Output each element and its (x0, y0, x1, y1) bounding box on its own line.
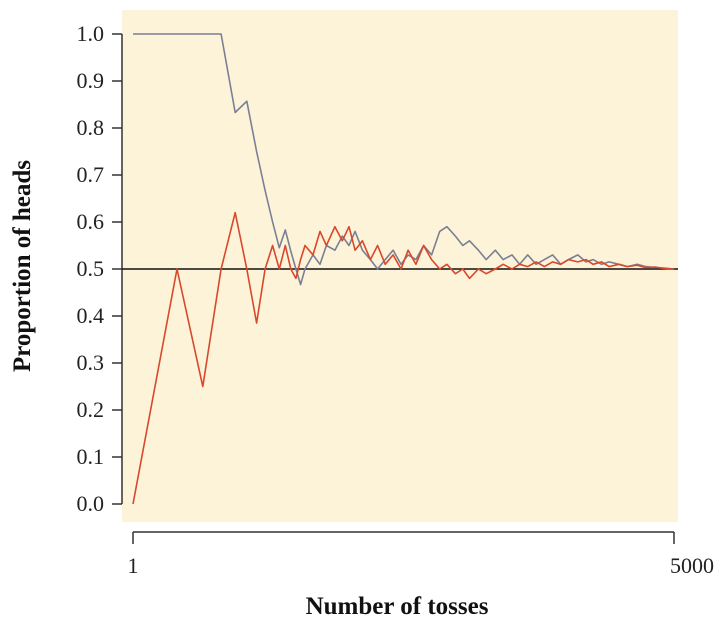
series-layer (132, 33, 675, 505)
y-tick-label: 0.7 (77, 162, 105, 187)
y-tick-label: 0.4 (77, 303, 105, 328)
y-tick-label: 0.3 (77, 350, 105, 375)
x-tick-label: 1 (128, 553, 139, 578)
y-tick-label: 0.0 (77, 491, 105, 516)
y-tick-label: 0.1 (77, 444, 105, 469)
y-axis: 0.0 0.1 0.2 0.3 0.4 0.5 0.6 0.7 0.8 0.9 1.0 (77, 21, 123, 516)
y-axis-title: Proportion of heads (9, 160, 36, 372)
x-tick-label: 5000 (670, 553, 714, 578)
y-tick-label: 1.0 (77, 21, 105, 46)
y-tick-label: 0.5 (77, 256, 105, 281)
y-tick-label: 0.6 (77, 209, 105, 234)
x-axis-title: Number of tosses (306, 593, 489, 620)
y-tick-label: 0.8 (77, 115, 105, 140)
x-axis: 1 5000 (128, 531, 714, 578)
y-tick-label: 0.2 (77, 397, 105, 422)
series-line-2 (132, 211, 675, 505)
y-tick-label: 0.9 (77, 68, 105, 93)
